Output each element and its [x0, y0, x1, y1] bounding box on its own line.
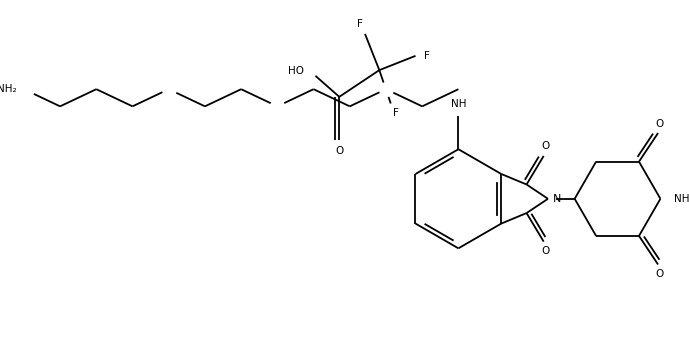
Text: NH: NH: [674, 194, 689, 204]
Text: HO: HO: [288, 66, 304, 76]
Text: F: F: [358, 19, 363, 29]
Text: O: O: [165, 84, 173, 94]
Text: NH: NH: [451, 100, 466, 109]
Text: O: O: [542, 246, 550, 256]
Text: NH₂: NH₂: [0, 84, 17, 94]
Text: F: F: [393, 108, 398, 118]
Text: O: O: [274, 101, 282, 111]
Text: O: O: [656, 269, 664, 279]
Text: O: O: [382, 84, 390, 94]
Text: O: O: [335, 146, 343, 156]
Text: O: O: [656, 119, 664, 128]
Text: N: N: [553, 194, 561, 204]
Text: O: O: [542, 141, 550, 151]
Text: F: F: [424, 51, 430, 61]
